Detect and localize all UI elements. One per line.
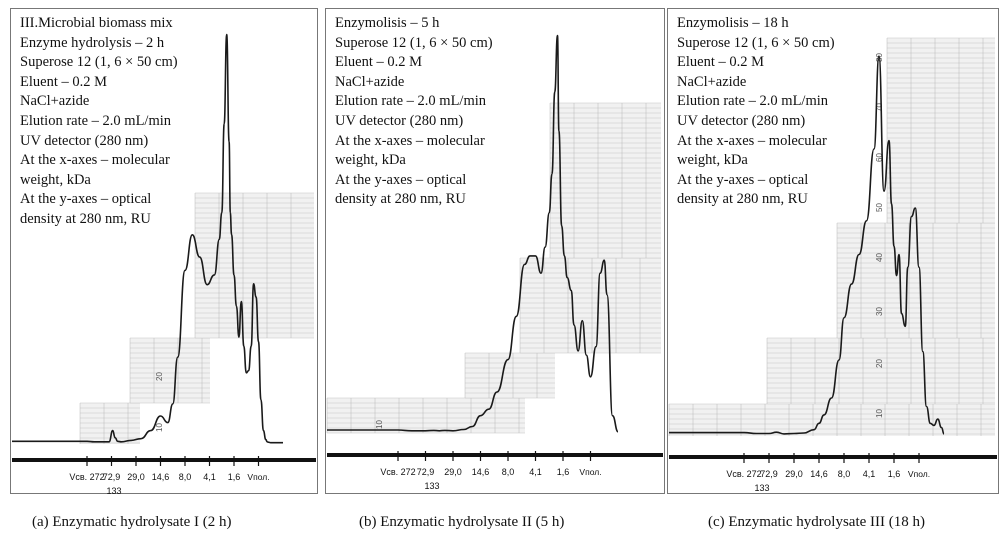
info-line: weight, kDa bbox=[335, 152, 406, 169]
info-line: At the y-axes – optical bbox=[335, 171, 467, 188]
info-line: Superose 12 (1, 6 × 50 cm) bbox=[20, 54, 178, 71]
panel-frame bbox=[667, 8, 999, 494]
panel-frame bbox=[10, 8, 318, 494]
info-line: Elution rate – 2.0 mL/min bbox=[335, 93, 487, 110]
grid-number-label: 30 bbox=[875, 307, 884, 316]
info-line: weight, kDa bbox=[677, 152, 748, 169]
grid-number-label: 40 bbox=[875, 253, 884, 262]
x-tick-label: 4,1 bbox=[863, 469, 876, 479]
x-tick-label: 1,6 bbox=[228, 472, 241, 482]
grid-number-label: 60 bbox=[875, 153, 884, 162]
x-tick-label: 29,0 bbox=[785, 469, 803, 479]
x-tick-label: 1,6 bbox=[557, 467, 570, 477]
x-tick-label: 29,0 bbox=[444, 467, 462, 477]
grid-number-label: 10 bbox=[155, 423, 164, 432]
info-block-a: III.Microbial biomass mix Enzyme hydrolys… bbox=[20, 14, 178, 230]
panel-b: 10 Vсв. 272 72,9 29,0 14,6 8,0 4,1 1,6 Vпол. 133 … bbox=[325, 8, 665, 494]
info-line: At the y-axes – optical bbox=[677, 171, 809, 188]
grid-number-label: 20 bbox=[155, 372, 164, 381]
info-line: UV detector (280 nm) bbox=[677, 112, 806, 129]
x-tick-label: 14,6 bbox=[472, 467, 490, 477]
info-line: NaCl+azide bbox=[335, 73, 405, 90]
panel-frame bbox=[325, 8, 665, 494]
info-line: density at 280 nm, RU bbox=[335, 191, 466, 208]
grid-number-label: 10 bbox=[375, 420, 384, 429]
info-line: Eluent – 0.2 M bbox=[335, 54, 422, 71]
x-tick-label: Vсв. 272 bbox=[380, 467, 415, 477]
x-tick-label: 8,0 bbox=[502, 467, 515, 477]
grid-number-label: 50 bbox=[875, 203, 884, 212]
x-tick-label: Vсв. 272 bbox=[69, 472, 104, 482]
caption-c: (c) Enzymatic hydrolysate III (18 h) bbox=[708, 514, 925, 530]
caption-b: (b) Enzymatic hydrolysate II (5 h) bbox=[359, 514, 565, 530]
x-tick-label: Vпол. bbox=[579, 467, 601, 477]
grid-number-label: 20 bbox=[875, 359, 884, 368]
panel-c: 80 70 60 50 40 30 20 10 Vсв. 272 72,9 29,0 14,6 8,0 4… bbox=[667, 8, 999, 494]
info-line: density at 280 nm, RU bbox=[677, 191, 808, 208]
x-tick-sublabel: 133 bbox=[106, 486, 121, 494]
x-tick-sublabel: 133 bbox=[754, 483, 769, 493]
info-line: III.Microbial biomass mix bbox=[20, 15, 173, 31]
x-tick-label: 4,1 bbox=[529, 467, 542, 477]
x-tick-label: 8,0 bbox=[838, 469, 851, 479]
paper-grid bbox=[668, 37, 995, 436]
x-tick-label: 4,1 bbox=[203, 472, 216, 482]
info-line: UV detector (280 nm) bbox=[20, 132, 149, 149]
info-block-b: Enzymolisis – 5 h Superose 12 (1, 6 × 50 … bbox=[335, 14, 493, 210]
x-tick-sublabel: 133 bbox=[424, 481, 439, 491]
info-line: Enzymolisis – 5 h bbox=[335, 15, 440, 31]
info-line: Eluent – 0.2 M bbox=[20, 73, 107, 90]
x-tick-label: 72,9 bbox=[103, 472, 121, 482]
info-line: Eluent – 0.2 M bbox=[677, 54, 764, 71]
info-line: At the x-axes – molecular bbox=[677, 132, 827, 149]
info-line: UV detector (280 nm) bbox=[335, 112, 464, 129]
panel-a: 20 10 Vсв. 272 72,9 29,0 14,6 8,0 4,1 1,6 Vпол. 13… bbox=[10, 8, 318, 494]
info-line: At the x-axes – molecular bbox=[20, 152, 170, 169]
chromatogram-trace bbox=[669, 55, 945, 435]
paper-grid bbox=[79, 192, 314, 444]
x-tick-label: Vпол. bbox=[247, 472, 269, 482]
x-tick-label: 1,6 bbox=[888, 469, 901, 479]
caption-a: (a) Enzymatic hydrolysate I (2 h) bbox=[32, 514, 232, 530]
info-line: Enzymolisis – 18 h bbox=[677, 15, 789, 31]
x-tick-label: Vпол. bbox=[908, 469, 930, 479]
x-tick-label: 14,6 bbox=[810, 469, 828, 479]
info-line: At the y-axes – optical bbox=[20, 191, 152, 208]
grid-number-label: 70 bbox=[875, 103, 884, 112]
x-tick-label: Vсв. 272 bbox=[726, 469, 761, 479]
x-tick-label: 72,9 bbox=[417, 467, 435, 477]
info-line: Enzyme hydrolysis – 2 h bbox=[20, 34, 165, 51]
info-line: At the x-axes – molecular bbox=[335, 132, 485, 149]
paper-grid bbox=[326, 102, 661, 434]
x-tick-label: 72,9 bbox=[760, 469, 778, 479]
info-line: Superose 12 (1, 6 × 50 cm) bbox=[677, 34, 835, 51]
x-tick-label: 8,0 bbox=[179, 472, 192, 482]
info-line: Superose 12 (1, 6 × 50 cm) bbox=[335, 34, 493, 51]
info-line: Elution rate – 2.0 mL/min bbox=[677, 93, 829, 110]
info-line: NaCl+azide bbox=[677, 73, 747, 90]
grid-number-label: 10 bbox=[875, 409, 884, 418]
info-line: Elution rate – 2.0 mL/min bbox=[20, 112, 172, 129]
info-line: NaCl+azide bbox=[20, 93, 90, 110]
info-line: weight, kDa bbox=[20, 171, 91, 188]
chromatogram-trace bbox=[327, 34, 619, 433]
x-tick-label: 14,6 bbox=[152, 472, 170, 482]
chart-b: 10 Vсв. 272 72,9 29,0 14,6 8,0 4,1 1,6 Vпол. 133 bbox=[325, 8, 665, 494]
info-line: density at 280 nm, RU bbox=[20, 210, 151, 227]
x-tick-label: 29,0 bbox=[127, 472, 145, 482]
chromatogram-trace bbox=[12, 33, 283, 444]
info-block-c: Enzymolisis – 18 h Superose 12 (1, 6 × 50… bbox=[677, 14, 835, 210]
